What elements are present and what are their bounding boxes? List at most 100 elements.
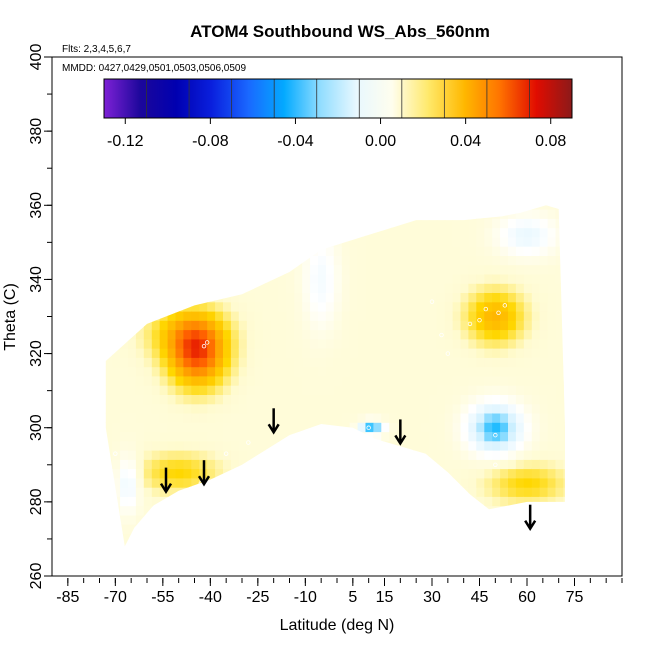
heatmap-cell — [405, 496, 414, 507]
heatmap-cell — [563, 283, 566, 293]
heatmap-cell — [230, 366, 240, 377]
heatmap-cell — [428, 273, 438, 284]
heatmap-cell — [436, 459, 446, 470]
heatmap-cell — [365, 366, 374, 377]
heatmap-cell — [310, 394, 319, 405]
heatmap-cell — [167, 236, 177, 247]
heatmap-cell — [420, 292, 430, 303]
heatmap-cell — [357, 338, 367, 349]
heatmap-cell — [444, 264, 454, 275]
heatmap-cell — [373, 283, 382, 293]
heatmap-cell — [310, 552, 319, 562]
heatmap-cell — [460, 450, 469, 460]
heatmap-cell — [523, 338, 533, 349]
heatmap-cell — [508, 542, 517, 547]
heatmap-cell — [105, 283, 113, 293]
heatmap-cell — [523, 385, 533, 395]
heatmap-cell — [452, 375, 462, 386]
heatmap-cell — [318, 209, 327, 219]
heatmap-cell — [105, 375, 113, 386]
heatmap-cell — [444, 533, 454, 544]
heatmap-cell — [492, 440, 501, 451]
heatmap-cell — [175, 450, 184, 460]
heatmap-cell — [135, 329, 145, 340]
heatmap-cell — [183, 403, 192, 414]
heatmap-cell — [175, 310, 184, 321]
heatmap-cell — [278, 209, 287, 219]
heatmap-cell — [175, 524, 184, 534]
heatmap-cell — [539, 385, 549, 395]
heatmap-cell — [254, 440, 264, 451]
heatmap-cell — [381, 329, 390, 340]
heatmap-cell — [175, 403, 184, 414]
heatmap-cell — [270, 394, 279, 405]
heatmap-cell — [420, 357, 430, 368]
heatmap-cell — [460, 524, 469, 534]
heatmap-cell — [175, 236, 184, 247]
heatmap-cell — [120, 357, 129, 368]
heatmap-cell — [452, 468, 462, 479]
heatmap-cell — [159, 301, 169, 312]
heatmap-cell — [563, 552, 572, 562]
heatmap-cell — [389, 422, 398, 433]
heatmap-cell — [270, 375, 279, 386]
heatmap-cell — [318, 403, 327, 414]
heatmap-cell — [420, 459, 430, 470]
heatmap-cell — [547, 292, 557, 303]
heatmap-cell — [238, 487, 248, 497]
heatmap-cell — [484, 310, 493, 321]
heatmap-cell — [476, 191, 485, 201]
heatmap-cell — [397, 191, 406, 201]
heatmap-cell — [531, 348, 541, 358]
heatmap-cell — [191, 394, 200, 405]
heatmap-cell — [515, 403, 525, 414]
heatmap-cell — [191, 320, 200, 331]
heatmap-cell — [325, 218, 335, 229]
heatmap-cell — [413, 514, 422, 525]
heatmap-cell — [207, 236, 216, 247]
heatmap-cell — [112, 283, 121, 293]
heatmap-cell — [191, 533, 200, 544]
heatmap-cell — [381, 255, 390, 266]
heatmap-cell — [333, 246, 343, 256]
heatmap-cell — [254, 524, 264, 534]
heatmap-cell — [492, 338, 501, 349]
heatmap-cell — [278, 412, 287, 423]
heatmap-cell — [452, 385, 462, 395]
heatmap-cell — [286, 366, 295, 377]
heatmap-cell — [246, 236, 256, 247]
heatmap-cell — [199, 412, 208, 423]
heatmap-cell — [381, 459, 390, 470]
heatmap-cell — [373, 264, 382, 275]
heatmap-cell — [349, 264, 359, 275]
heatmap-cell — [436, 264, 446, 275]
heatmap-cell — [318, 533, 327, 544]
heatmap-cell — [420, 205, 430, 210]
heatmap-cell — [341, 533, 351, 544]
heatmap-cell — [270, 218, 279, 229]
heatmap-cell — [389, 348, 398, 358]
heatmap-cell — [515, 496, 525, 507]
heatmap-cell — [389, 533, 398, 544]
heatmap-cell — [531, 533, 541, 544]
heatmap-cell — [341, 310, 351, 321]
heatmap-cell — [500, 487, 509, 497]
heatmap-cell — [96, 209, 105, 219]
heatmap-cell — [143, 394, 153, 405]
heatmap-cell — [492, 487, 501, 497]
heatmap-cell — [397, 533, 406, 544]
colorbar-tick-label: -0.04 — [277, 133, 314, 150]
heatmap-cell — [151, 403, 161, 414]
y-tick-label: 360 — [28, 192, 45, 219]
heatmap-cell — [310, 205, 319, 210]
heatmap-cell — [230, 292, 240, 303]
heatmap-cell — [563, 348, 566, 358]
heatmap-cell — [270, 329, 279, 340]
heatmap-cell — [500, 468, 509, 479]
heatmap-cell — [341, 514, 351, 525]
heatmap-cell — [333, 394, 343, 405]
heatmap-cell — [175, 348, 184, 358]
heatmap-cell — [555, 403, 564, 414]
heatmap-cell — [238, 524, 248, 534]
heatmap-cell — [105, 468, 113, 479]
